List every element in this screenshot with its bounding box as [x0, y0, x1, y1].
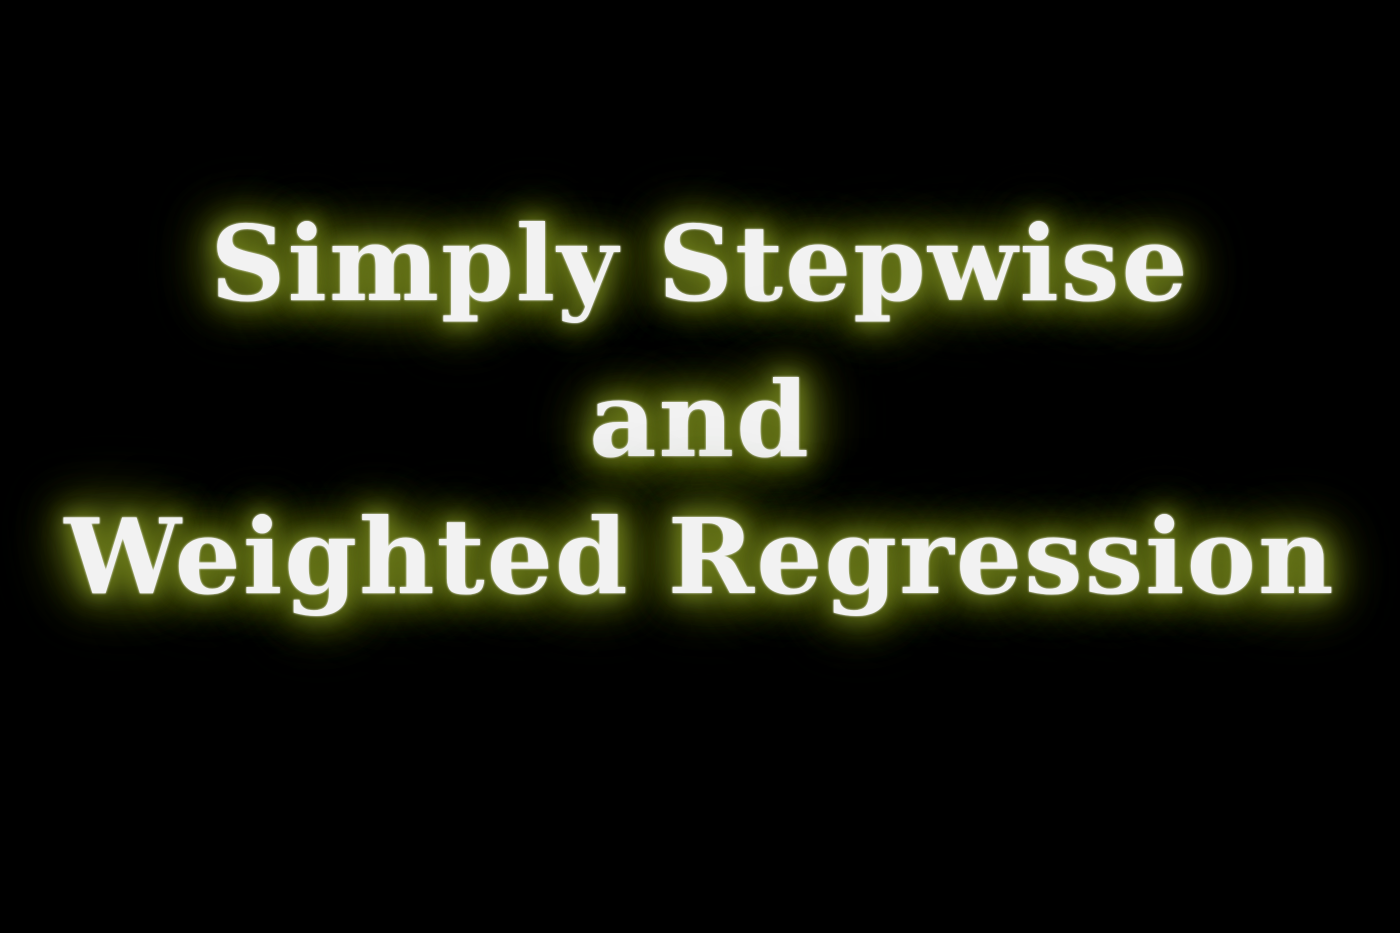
title-line-3: Weighted Regression	[64, 495, 1336, 618]
title-line-2: and	[589, 358, 811, 481]
title-line-1: Simply Stepwise	[210, 202, 1190, 325]
